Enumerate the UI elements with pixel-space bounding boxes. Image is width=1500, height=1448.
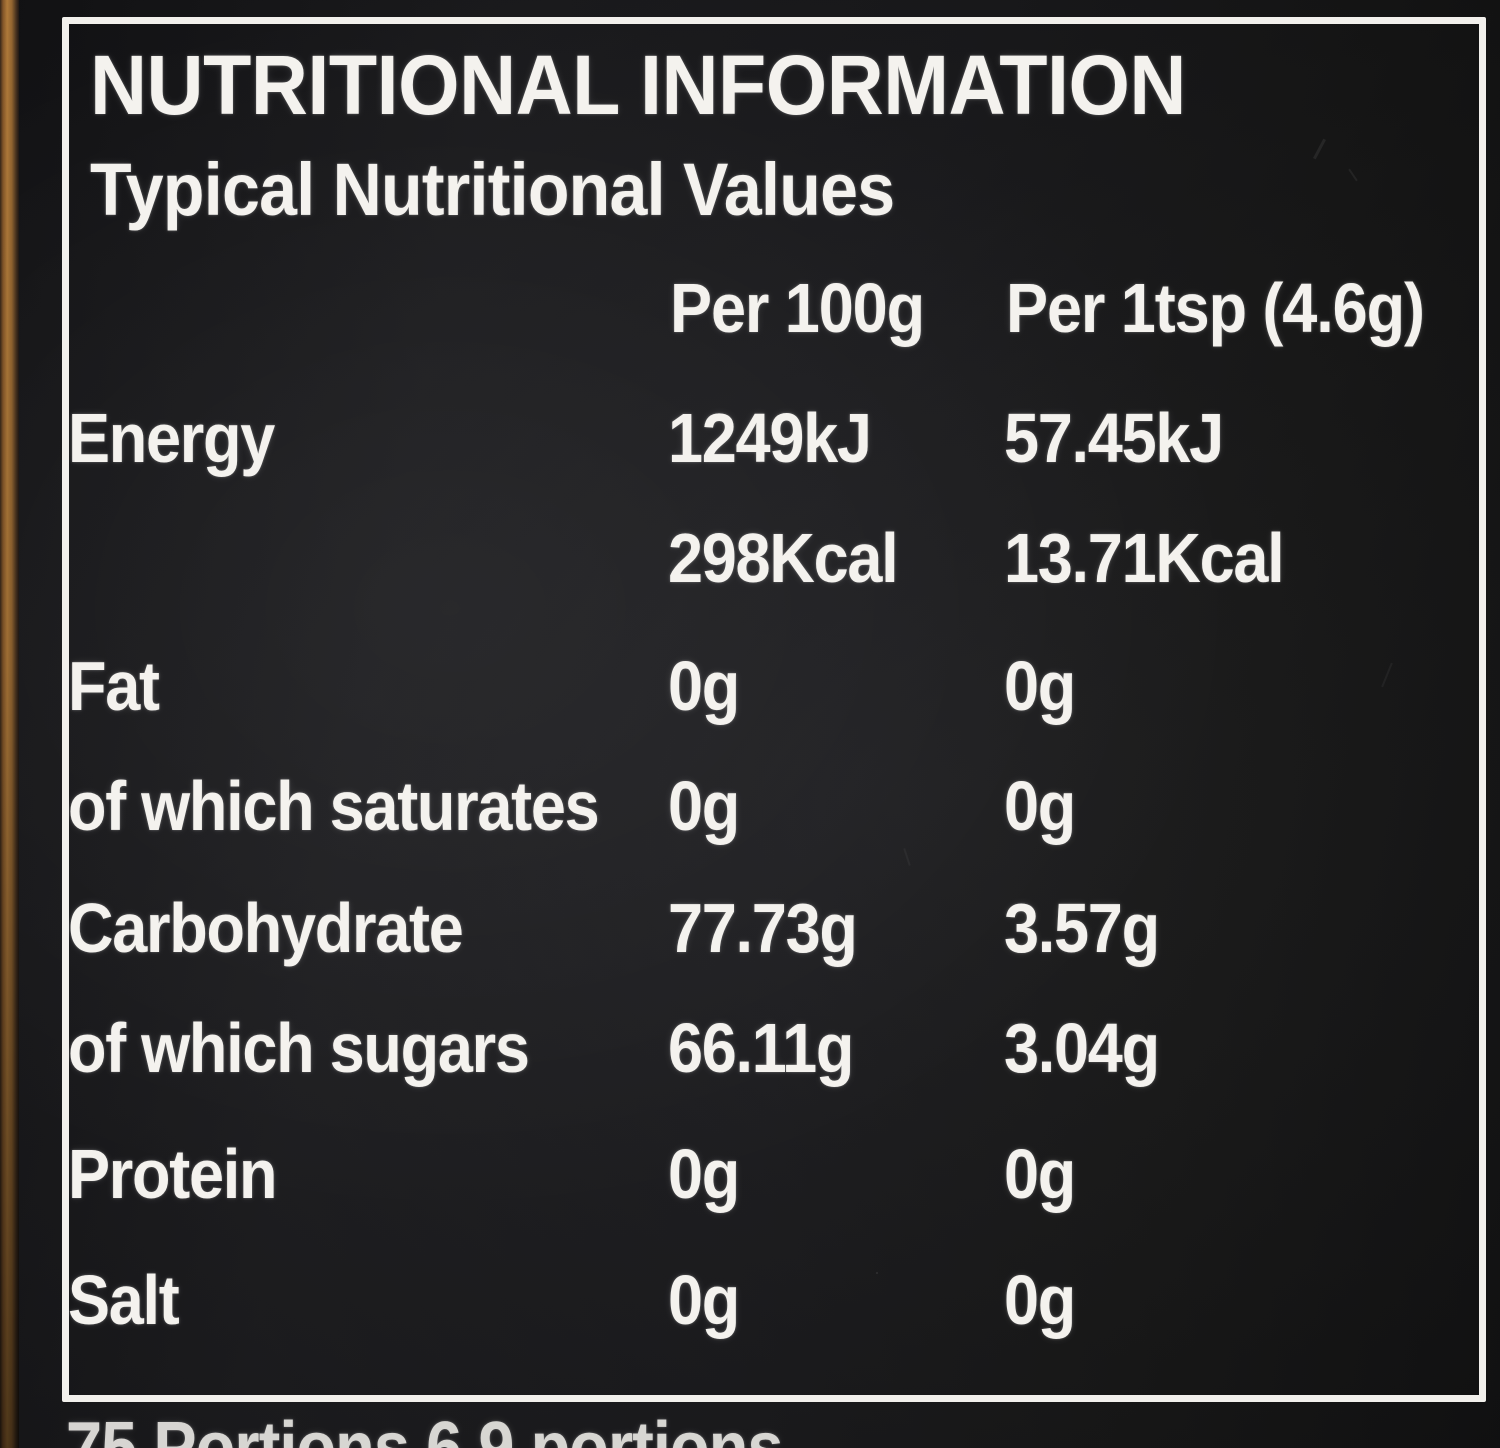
cell-energy-per-100g: 1249kJ (668, 399, 872, 477)
cell-salt-per-1tsp: 0g (1004, 1261, 1076, 1339)
cell-saturates-per-100g: 0g (668, 767, 740, 845)
column-header-per-100g: Per 100g (670, 269, 925, 347)
row-label-carbohydrate: Carbohydrate (68, 889, 464, 967)
page-title: NUTRITIONAL INFORMATION (90, 38, 1186, 132)
row-label-salt: Salt (68, 1261, 180, 1339)
cell-fat-per-100g: 0g (668, 647, 740, 725)
column-header-per-1tsp: Per 1tsp (4.6g) (1006, 269, 1425, 347)
cell-energy-per-1tsp: 57.45kJ (1004, 399, 1224, 477)
subtitle: Typical Nutritional Values (90, 148, 895, 231)
row-label-fat: Fat (68, 647, 160, 725)
row-label-protein: Protein (68, 1135, 277, 1213)
nutrition-table-frame (62, 17, 1486, 1402)
row-label-sugars: of which sugars (68, 1009, 530, 1087)
cell-fat-per-1tsp: 0g (1004, 647, 1076, 725)
cropped-footer-line: 75 Portions 6.9 portions (62, 1412, 1482, 1448)
row-label-saturates: of which saturates (68, 767, 600, 845)
cell-energy-kcal-per-100g: 298Kcal (668, 519, 899, 597)
package-edge-strip (0, 0, 19, 1448)
cell-protein-per-1tsp: 0g (1004, 1135, 1076, 1213)
cell-sugars-per-100g: 66.11g (668, 1009, 854, 1087)
cell-salt-per-100g: 0g (668, 1261, 740, 1339)
cell-protein-per-100g: 0g (668, 1135, 740, 1213)
cell-sugars-per-1tsp: 3.04g (1004, 1009, 1160, 1087)
cell-energy-kcal-per-1tsp: 13.71Kcal (1004, 519, 1285, 597)
cell-carbohydrate-per-100g: 77.73g (668, 889, 858, 967)
row-label-energy: Energy (68, 399, 275, 477)
cropped-footer-text: 75 Portions 6.9 portions (66, 1412, 783, 1448)
cell-carbohydrate-per-1tsp: 3.57g (1004, 889, 1160, 967)
nutrition-table: NUTRITIONAL INFORMATION Typical Nutritio… (62, 17, 1486, 1402)
cell-saturates-per-1tsp: 0g (1004, 767, 1076, 845)
